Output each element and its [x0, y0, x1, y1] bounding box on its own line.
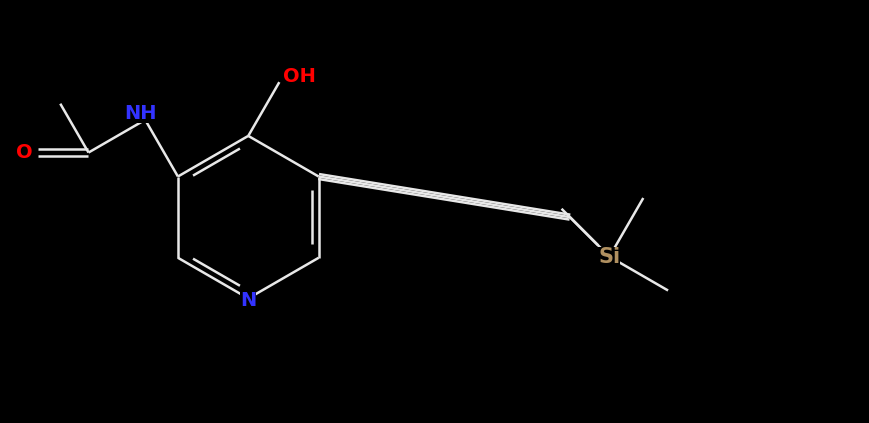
Text: NH: NH	[124, 104, 157, 123]
Text: O: O	[16, 143, 32, 162]
Text: Si: Si	[599, 247, 620, 266]
Text: N: N	[240, 291, 256, 310]
Text: OH: OH	[283, 67, 316, 86]
